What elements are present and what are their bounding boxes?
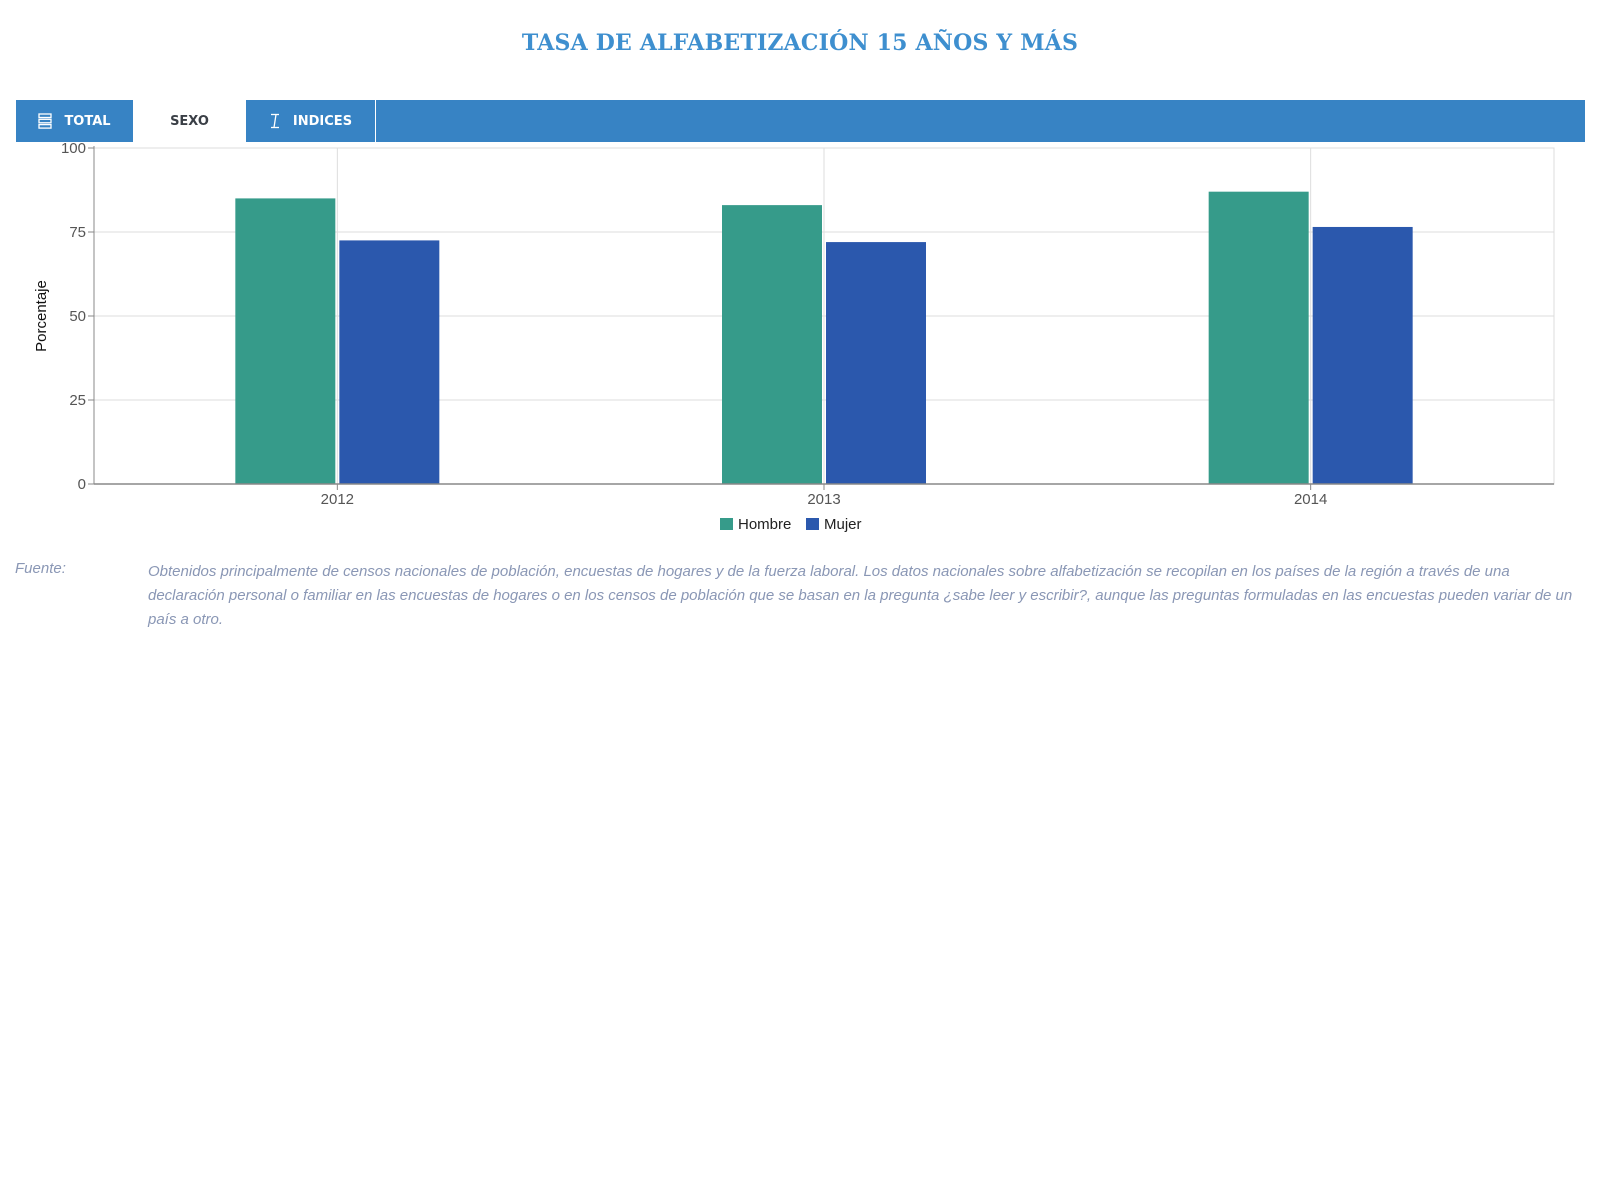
chart-area: 0 25 50 75 100 Porcentaje 2012 2013 2014 Hombre Mu… [0,140,1600,540]
bar-mujer-2014 [1312,226,1413,484]
tab-bar: TOTAL SEXO INDICES [16,100,1585,142]
source-text: Obtenidos principalmente de censos nacio… [148,563,1573,628]
bar-mujer-2012 [339,240,440,484]
tab-total[interactable]: TOTAL [16,100,133,142]
legend-label-mujer: Mujer [824,516,862,533]
legend-swatch-mujer [806,518,819,530]
bar-hombre-2012 [235,198,336,484]
y-tick-label: 25 [69,392,86,409]
list-icon [38,113,53,129]
bar-chart: 0 25 50 75 100 Porcentaje 2012 2013 2014 Hombre Mu… [33,140,1555,533]
tab-indices-label: INDICES [292,113,353,129]
page-title: TASA DE ALFABETIZACIÓN 15 AÑOS Y MÁS [521,30,1079,56]
y-tick-label: 0 [78,476,86,493]
y-tick-label: 75 [69,224,86,241]
x-tick-label: 2012 [321,491,354,508]
tab-indices[interactable]: INDICES [246,100,376,142]
bar-mujer-2013 [826,242,926,484]
tab-total-label: TOTAL [64,113,111,129]
legend-swatch-hombre [720,518,733,530]
text-cursor-icon [269,113,281,129]
legend-label-hombre: Hombre [738,516,791,533]
x-tick-label: 2013 [807,491,840,508]
bar-hombre-2014 [1208,191,1309,484]
x-tick-label: 2014 [1294,491,1327,508]
tab-sexo-label: SEXO [170,113,209,129]
tab-sexo[interactable]: SEXO [133,100,246,142]
y-tick-label: 100 [61,140,86,157]
source-label: Fuente: [15,560,66,577]
y-tick-label: 50 [69,308,86,325]
y-axis-label: Porcentaje [33,280,50,352]
bar-hombre-2013 [722,205,822,484]
